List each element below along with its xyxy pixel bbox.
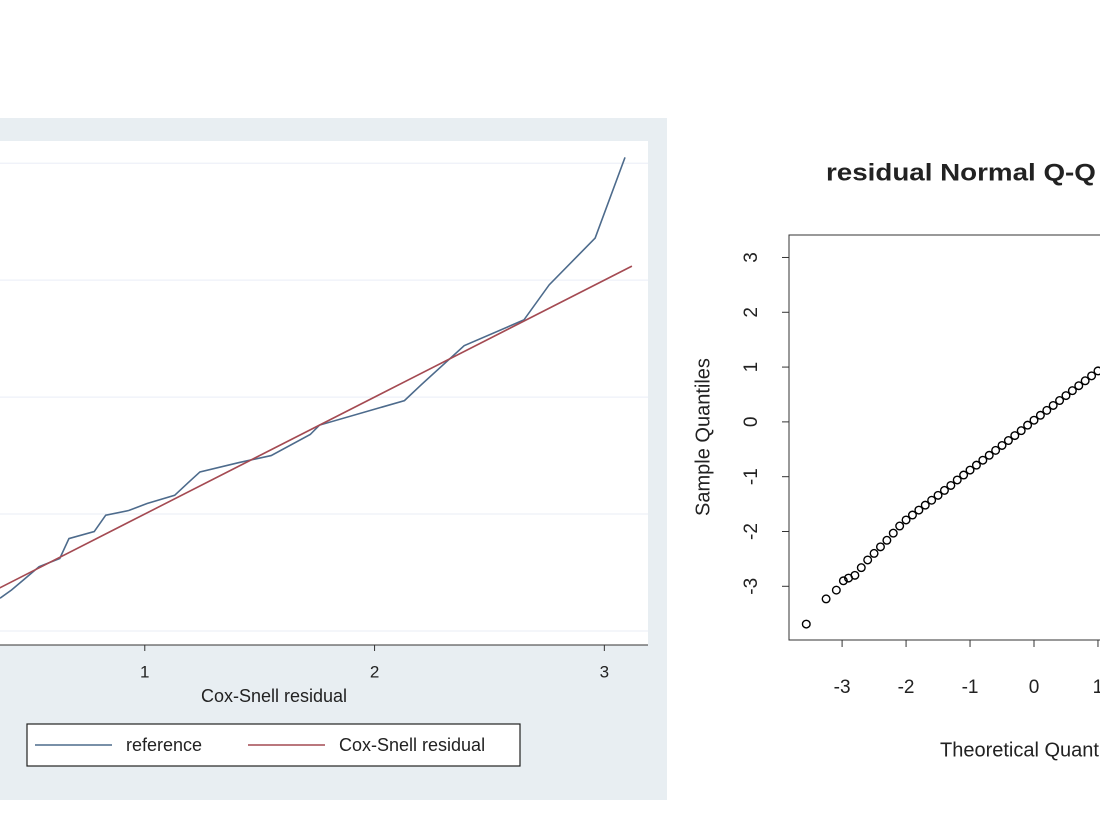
qq-point bbox=[882, 535, 892, 545]
legend-label: reference bbox=[126, 735, 202, 755]
qq-point bbox=[1035, 410, 1045, 420]
x-tick-label: 3 bbox=[600, 662, 609, 681]
line-series bbox=[0, 265, 633, 589]
qq-point bbox=[901, 515, 911, 525]
qq-point bbox=[1087, 371, 1097, 381]
qq-point bbox=[1055, 396, 1065, 406]
qq-point bbox=[895, 521, 905, 531]
x-tick-label: 1 bbox=[140, 662, 149, 681]
qq-point bbox=[1067, 386, 1077, 396]
qq-point bbox=[933, 490, 943, 500]
qq-point bbox=[1080, 376, 1090, 386]
qq-point bbox=[959, 470, 969, 480]
x-axis-title: Theoretical Quantiles bbox=[940, 739, 1100, 761]
y-axis-title: Sample Quantiles bbox=[692, 358, 714, 516]
qq-point bbox=[914, 505, 924, 515]
qq-point bbox=[1003, 436, 1013, 446]
x-tick-label: 1 bbox=[1093, 677, 1100, 698]
qq-point bbox=[952, 475, 962, 485]
qq-point bbox=[971, 460, 981, 470]
qq-point bbox=[821, 594, 831, 604]
qq-point bbox=[1074, 381, 1084, 391]
qq-point bbox=[997, 440, 1007, 450]
y-tick-label: 3 bbox=[741, 252, 762, 263]
chart-title: residual Normal Q-Q Plot bbox=[826, 159, 1100, 186]
x-tick-label: -1 bbox=[962, 677, 979, 698]
qq-point bbox=[850, 570, 860, 580]
qq-point bbox=[984, 450, 994, 460]
qq-point bbox=[920, 500, 930, 510]
y-tick-label: -3 bbox=[741, 578, 762, 595]
qq-point bbox=[875, 542, 885, 552]
qq-point bbox=[1016, 426, 1026, 436]
qq-point bbox=[1061, 391, 1071, 401]
qq-point bbox=[838, 576, 848, 586]
qq-point bbox=[946, 480, 956, 490]
y-tick-label: 1 bbox=[741, 362, 762, 373]
y-tick-label: -2 bbox=[741, 523, 762, 540]
qq-point bbox=[939, 485, 949, 495]
r-plot-box bbox=[788, 234, 1100, 641]
x-tick-label: 0 bbox=[1029, 677, 1040, 698]
qq-point bbox=[1010, 431, 1020, 441]
qq-point bbox=[1023, 420, 1033, 430]
y-tick-label: 2 bbox=[741, 307, 762, 318]
qq-point bbox=[863, 555, 873, 565]
qq-point bbox=[907, 510, 917, 520]
qq-point bbox=[801, 619, 811, 629]
x-axis-title: Cox-Snell residual bbox=[201, 686, 347, 706]
qq-point bbox=[1048, 400, 1058, 410]
x-tick-label: 2 bbox=[370, 662, 379, 681]
stata-plot-area bbox=[0, 141, 648, 645]
qq-point bbox=[831, 585, 841, 595]
y-tick-label: 0 bbox=[741, 417, 762, 428]
qq-point bbox=[978, 455, 988, 465]
qq-point bbox=[991, 445, 1001, 455]
x-tick-label: -2 bbox=[898, 677, 915, 698]
qq-point bbox=[927, 495, 937, 505]
qq-point bbox=[1093, 366, 1100, 376]
qq-point bbox=[856, 563, 866, 573]
x-tick-label: -3 bbox=[834, 677, 851, 698]
qq-point bbox=[888, 528, 898, 538]
y-tick-label: -1 bbox=[741, 468, 762, 485]
qq-point bbox=[1042, 405, 1052, 415]
qq-point bbox=[1029, 415, 1039, 425]
qq-point bbox=[869, 548, 879, 558]
qq-point bbox=[965, 465, 975, 475]
legend-label: Cox-Snell residual bbox=[339, 735, 485, 755]
